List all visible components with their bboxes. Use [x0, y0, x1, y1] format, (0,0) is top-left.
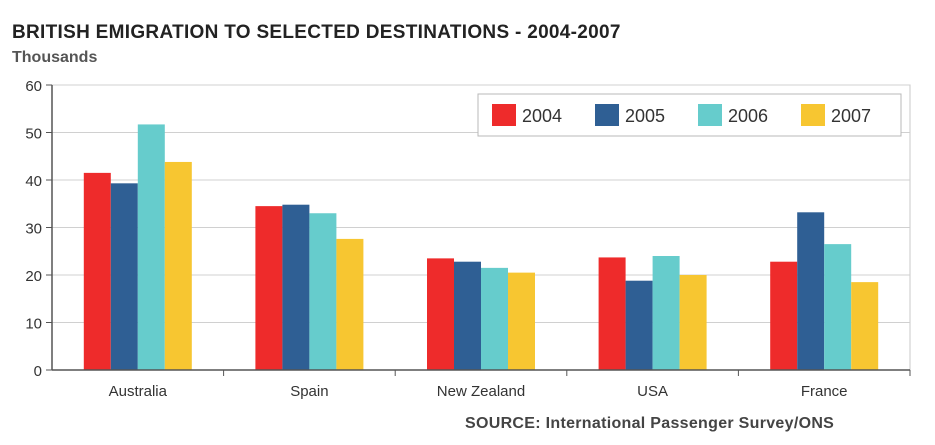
bar — [508, 272, 535, 370]
bar — [679, 275, 707, 370]
bar — [83, 172, 111, 370]
x-tick-label: New Zealand — [437, 383, 525, 400]
x-tick-label: USA — [637, 383, 668, 400]
legend-label: 2004 — [522, 106, 562, 126]
bar — [824, 244, 852, 370]
bar — [427, 258, 454, 370]
bar — [454, 261, 481, 370]
legend-swatch — [801, 104, 825, 126]
x-tick-label: Australia — [109, 383, 168, 400]
bar — [137, 124, 165, 370]
bar — [652, 256, 680, 370]
y-tick-label: 30 — [25, 221, 42, 238]
bar — [110, 183, 138, 370]
legend-swatch — [492, 104, 516, 126]
y-tick-label: 20 — [25, 268, 42, 285]
bar — [336, 238, 364, 370]
bar — [770, 261, 798, 370]
x-tick-label: France — [801, 383, 848, 400]
legend-swatch — [595, 104, 619, 126]
x-tick-label: Spain — [290, 383, 328, 400]
legend-box — [477, 93, 902, 137]
chart-title: BRITISH EMIGRATION TO SELECTED DESTINATI… — [12, 22, 621, 43]
chart-subtitle: Thousands — [12, 49, 98, 66]
bar — [851, 282, 879, 370]
legend-label: 2006 — [728, 106, 768, 126]
bar — [625, 280, 653, 370]
legend-label: 2005 — [625, 106, 665, 126]
bar — [164, 161, 192, 370]
legend-label: 2007 — [831, 106, 871, 126]
bar — [282, 204, 310, 370]
legend-swatch — [698, 104, 722, 126]
chart-source: SOURCE: International Passenger Survey/O… — [465, 415, 835, 432]
bar — [309, 213, 337, 370]
y-tick-label: 50 — [25, 126, 42, 143]
y-tick-label: 40 — [25, 173, 42, 190]
axes: 0 10 20 30 40 50 60 Australia Spain New Zealand US… — [25, 78, 911, 400]
y-tick-label: 60 — [25, 78, 42, 95]
bar — [598, 257, 626, 370]
legend: 2004 2005 2006 2007 — [477, 93, 902, 137]
y-tick-label: 0 — [34, 363, 42, 380]
bar — [255, 206, 283, 370]
y-tick-label: 10 — [25, 316, 42, 333]
bar — [797, 212, 825, 370]
bar — [481, 267, 508, 370]
bars — [83, 124, 879, 370]
